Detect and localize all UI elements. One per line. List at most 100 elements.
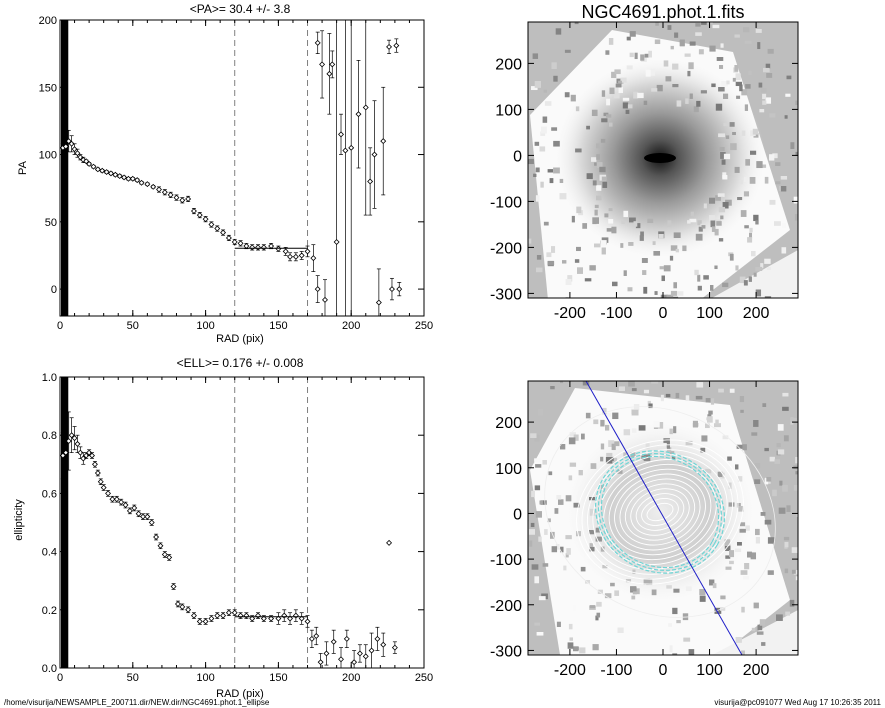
noise-pixel (748, 370, 752, 373)
data-point (292, 612, 299, 619)
noise-pixel (734, 548, 742, 553)
noise-pixel (609, 321, 613, 327)
noise-pixel (701, 435, 708, 442)
noise-pixel (568, 475, 573, 481)
x-tick-label: -200 (554, 662, 586, 679)
noise-pixel (643, 100, 648, 106)
noise-pixel (746, 656, 750, 660)
data-point (112, 171, 119, 178)
noise-pixel (779, 480, 783, 486)
noise-pixel (772, 153, 778, 159)
noise-pixel (528, 158, 534, 165)
plot-frame (59, 19, 425, 317)
data-point (74, 150, 81, 157)
x-tick-label: 100 (196, 672, 214, 684)
noise-pixel (668, 623, 673, 627)
noise-pixel (767, 570, 774, 575)
noise-pixel (655, 22, 659, 26)
data-point (391, 644, 398, 651)
data-point (94, 166, 101, 173)
isophote (630, 488, 690, 536)
y-tick-label: 150 (39, 82, 57, 94)
data-point (287, 253, 294, 260)
data-point (166, 554, 173, 561)
noise-pixel (584, 278, 592, 282)
noise-pixel (764, 296, 772, 298)
noise-pixel (556, 621, 561, 627)
noise-pixel (782, 392, 789, 397)
data-point (351, 659, 358, 666)
noise-pixel (573, 604, 577, 612)
noise-pixel (811, 553, 818, 558)
noise-pixel (721, 472, 725, 479)
noise-pixel (608, 208, 613, 212)
noise-pixel (601, 176, 607, 181)
noise-pixel (714, 423, 721, 428)
noise-pixel (542, 563, 549, 567)
noise-pixel (685, 376, 691, 381)
noise-pixel (783, 435, 789, 442)
noise-pixel (729, 122, 735, 127)
noise-pixel (592, 217, 599, 225)
isophote (603, 463, 717, 561)
noise-pixel (729, 388, 735, 393)
data-point (118, 499, 125, 506)
x-tick-label: 50 (127, 672, 139, 684)
data-point (174, 601, 181, 607)
noise-pixel (699, 589, 706, 596)
noise-pixel (573, 646, 579, 652)
noise-pixel (741, 89, 748, 96)
noise-pixel (732, 303, 738, 309)
data-point (129, 175, 136, 182)
x-tick-label: 250 (415, 320, 433, 332)
data-point (113, 496, 120, 503)
noise-pixel (543, 221, 549, 226)
noise-pixel (618, 363, 624, 369)
noise-pixel (590, 310, 594, 314)
image-title: NGC4691.phot.1.fits (581, 2, 744, 22)
noise-pixel (754, 463, 761, 469)
noise-pixel (658, 234, 664, 239)
data-point (71, 435, 78, 442)
data-point (144, 181, 151, 188)
noise-pixel (606, 228, 613, 232)
noise-pixel (753, 602, 759, 609)
noise-pixel (656, 84, 663, 92)
noise-pixel (764, 519, 772, 525)
noise-pixel (653, 251, 661, 256)
noise-pixel (590, 463, 597, 469)
noise-pixel (715, 419, 719, 425)
noise-pixel (615, 83, 622, 88)
data-point (255, 612, 261, 619)
noise-pixel (626, 65, 633, 70)
noise-pixel (683, 637, 691, 642)
noise-pixel (718, 238, 724, 242)
noise-pixel (696, 382, 704, 388)
noise-pixel (567, 275, 573, 282)
noise-pixel (694, 269, 699, 276)
noise-pixel (728, 482, 732, 490)
y-tick-label: 100 (495, 102, 522, 119)
noise-pixel (696, 100, 701, 107)
noise-pixel (755, 220, 759, 225)
data-point (268, 615, 275, 622)
data-point (125, 175, 132, 182)
noise-pixel (660, 394, 664, 402)
noise-pixel (700, 90, 707, 94)
noise-pixel (672, 296, 679, 298)
noise-pixel (722, 202, 729, 209)
noise-pixel (698, 226, 703, 232)
noise-pixel (605, 50, 610, 55)
noise-pixel (669, 451, 675, 455)
noise-pixel (795, 576, 798, 581)
isophote (592, 454, 728, 570)
noise-pixel (570, 94, 576, 102)
noise-pixel (670, 45, 674, 50)
x-tick-label: 150 (269, 672, 287, 684)
noise-pixel (715, 103, 723, 111)
data-point (208, 615, 215, 622)
noise-pixel (534, 458, 541, 462)
noise-pixel (673, 426, 677, 434)
pa-plot-area: 0 50 100 150 200 250 0 50 100 150 200 (39, 15, 434, 332)
noise-pixel (739, 276, 746, 284)
